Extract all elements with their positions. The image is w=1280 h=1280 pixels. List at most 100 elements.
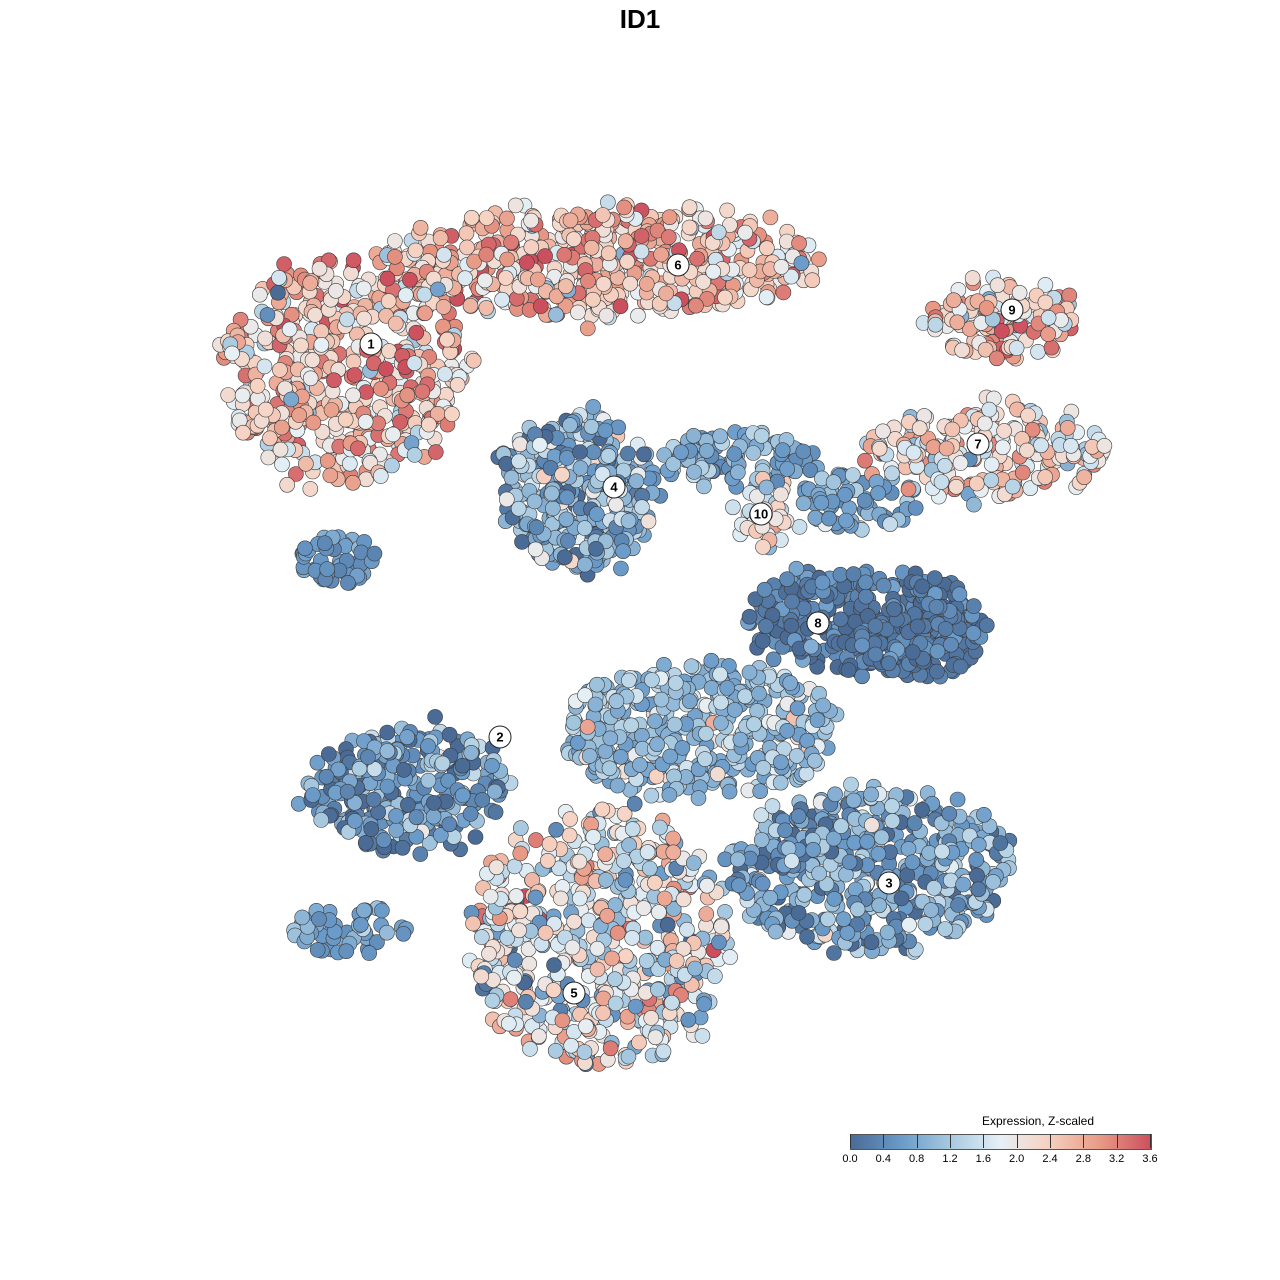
data-point: [572, 460, 589, 476]
data-point: [777, 822, 793, 839]
cluster-label-badge: [562, 981, 586, 1005]
data-point: [656, 890, 673, 907]
data-point: [655, 1043, 672, 1060]
data-point: [649, 939, 666, 956]
data-point: [703, 680, 720, 696]
data-point: [665, 830, 681, 847]
data-point: [976, 806, 992, 823]
data-point: [936, 457, 953, 474]
data-point: [617, 233, 634, 249]
data-point: [951, 586, 968, 603]
data-point: [562, 212, 579, 229]
data-point: [416, 286, 433, 303]
data-point: [1014, 464, 1031, 481]
data-point: [563, 1037, 580, 1054]
data-point: [884, 465, 900, 482]
data-point: [616, 805, 633, 822]
data-point: [660, 229, 677, 245]
data-point: [996, 423, 1012, 439]
data-point: [905, 444, 922, 461]
data-point: [309, 754, 326, 771]
data-point: [638, 276, 655, 292]
legend-colorbar: [850, 1134, 1152, 1150]
data-point: [686, 464, 702, 480]
data-point: [968, 475, 985, 492]
data-point: [319, 453, 336, 469]
data-point: [623, 717, 640, 734]
data-point: [609, 777, 626, 794]
data-point: [365, 791, 382, 808]
data-point: [754, 875, 771, 892]
data-point: [607, 995, 624, 1012]
data-point: [983, 472, 1000, 488]
data-point: [506, 969, 522, 986]
data-point: [617, 872, 634, 888]
data-point: [838, 512, 854, 529]
data-point: [545, 982, 562, 998]
data-point: [825, 830, 842, 847]
data-point: [637, 929, 654, 946]
data-point: [399, 729, 416, 745]
data-point: [598, 872, 614, 888]
data-point: [754, 633, 771, 649]
data-point: [1043, 339, 1060, 356]
data-point: [845, 566, 862, 582]
data-point: [746, 716, 762, 733]
data-point: [546, 957, 562, 973]
data-point: [774, 442, 791, 459]
data-point: [844, 467, 861, 483]
data-point: [646, 874, 663, 891]
data-point: [886, 601, 902, 618]
data-point: [600, 245, 617, 262]
data-point: [577, 556, 593, 573]
data-point: [459, 239, 475, 256]
data-point: [845, 792, 862, 809]
data-point: [486, 783, 503, 800]
data-point: [632, 757, 648, 773]
data-point: [441, 726, 458, 743]
data-point: [767, 923, 784, 940]
data-point: [713, 694, 729, 711]
data-point: [662, 748, 679, 765]
data-point: [758, 289, 775, 306]
data-point: [713, 715, 729, 731]
data-point: [901, 916, 917, 933]
data-point: [948, 478, 965, 495]
data-point: [313, 323, 330, 340]
data-point: [1061, 287, 1078, 304]
cluster-label-badge: [602, 475, 626, 499]
data-point: [949, 791, 966, 808]
data-point: [440, 772, 457, 789]
data-point: [751, 685, 767, 702]
legend-tick-label: 3.6: [1142, 1153, 1158, 1165]
data-point: [417, 305, 433, 322]
data-point: [705, 263, 722, 280]
data-point: [737, 224, 754, 241]
legend-tick-mark: [1116, 1134, 1118, 1148]
data-point: [430, 281, 446, 298]
data-point: [849, 901, 866, 918]
data-point: [653, 246, 669, 263]
data-point: [566, 913, 582, 930]
cluster-label-6: 6: [666, 253, 690, 277]
data-point: [653, 691, 670, 708]
data-point: [634, 499, 650, 516]
data-point: [825, 474, 842, 491]
data-point: [904, 644, 921, 660]
data-point: [473, 929, 490, 945]
data-point: [615, 853, 632, 869]
data-point: [762, 209, 779, 226]
cluster-label-text: 2: [496, 730, 503, 745]
data-point: [668, 953, 685, 969]
data-point: [685, 427, 702, 444]
data-point: [639, 844, 656, 860]
legend-tick-mark: [1083, 1134, 1085, 1148]
data-point: [985, 874, 1001, 890]
data-point: [466, 253, 482, 270]
data-point: [753, 807, 770, 824]
data-point: [779, 571, 795, 588]
legend-tick-label: 0.0: [842, 1153, 858, 1165]
data-point: [602, 730, 619, 747]
data-point: [481, 945, 497, 962]
data-point: [807, 509, 824, 526]
